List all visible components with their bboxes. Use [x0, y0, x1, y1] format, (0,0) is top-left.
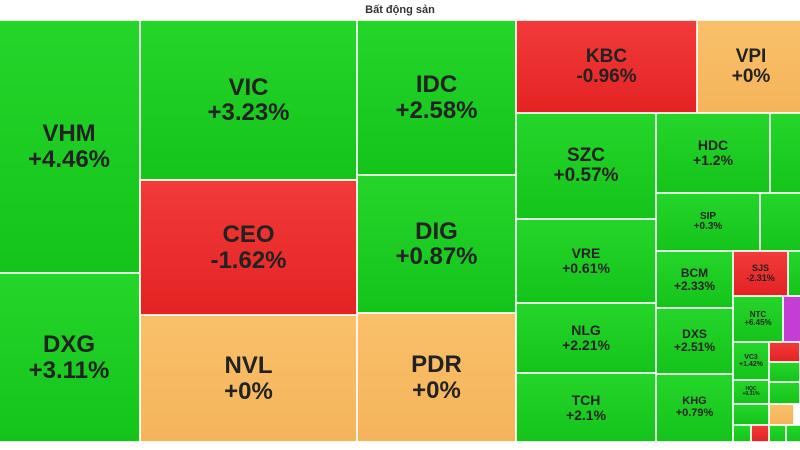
treemap-tile[interactable]	[733, 404, 769, 425]
tile-change: +2.1%	[565, 406, 607, 423]
treemap-tile[interactable]: CEO -1.62%	[140, 180, 357, 315]
treemap-tile[interactable]	[769, 404, 794, 425]
tile-change: -0.96%	[576, 65, 637, 87]
treemap-tile[interactable]: SJS -2.31%	[733, 251, 788, 296]
treemap-tile[interactable]: HDC +1.2%	[656, 113, 770, 193]
treemap-tile[interactable]: SZC +0.57%	[516, 113, 656, 219]
tile-symbol: KHG	[682, 395, 707, 408]
tile-symbol: BCM	[680, 265, 709, 280]
treemap-tile[interactable]: IDC +2.58%	[357, 20, 516, 175]
tile-change: +0.61%	[562, 260, 610, 276]
treemap-tile[interactable]	[769, 425, 786, 442]
treemap-tile[interactable]	[770, 113, 800, 193]
treemap-tile[interactable]: BCM +2.33%	[656, 251, 733, 308]
treemap-tile[interactable]: DXS +2.51%	[656, 308, 733, 374]
tile-change: +3.23%	[207, 99, 290, 126]
tile-change: -2.31%	[746, 272, 775, 283]
tile-change: +2.51%	[673, 340, 716, 354]
treemap-tile[interactable]: DXG +3.11%	[0, 273, 140, 442]
tile-symbol: VIC	[228, 73, 269, 101]
tile-symbol: TCH	[571, 391, 601, 408]
tile-symbol: NLG	[571, 322, 601, 339]
treemap-tile[interactable]: VRE +0.61%	[516, 219, 656, 303]
treemap-tile[interactable]: VIC +3.23%	[140, 20, 357, 180]
treemap-tile[interactable]: DIG +0.87%	[357, 175, 516, 313]
treemap-tile[interactable]: NTC +6.45%	[733, 296, 783, 342]
treemap-tile[interactable]: VC3 +1.42%	[733, 342, 769, 380]
tile-symbol: IDC	[415, 71, 458, 99]
tile-change: +3.11%	[28, 356, 110, 384]
tile-symbol: NVL	[224, 352, 273, 380]
treemap-tile[interactable]	[769, 362, 800, 382]
treemap-tile[interactable]	[788, 251, 800, 296]
tile-change: -1.62%	[210, 246, 287, 274]
tile-change: +2.21%	[562, 337, 610, 353]
tile-change: +0.31%	[742, 391, 760, 397]
treemap-tile[interactable]: VPI +0%	[697, 20, 800, 113]
treemap-tile[interactable]	[733, 425, 751, 442]
treemap-tile[interactable]: NLG +2.21%	[516, 303, 656, 373]
tile-symbol: VC3	[744, 353, 758, 361]
treemap-tile[interactable]	[760, 193, 800, 251]
tile-change: +4.46%	[27, 145, 111, 173]
treemap-tile[interactable]: NVL +0%	[140, 315, 357, 442]
tile-symbol: DIG	[415, 217, 458, 245]
treemap-tile[interactable]	[769, 382, 800, 404]
tile-symbol: KBC	[585, 45, 628, 67]
tile-symbol: VRE	[571, 245, 601, 262]
tile-change: +0.3%	[693, 221, 723, 232]
treemap-tile[interactable]: KBC -0.96%	[516, 20, 697, 113]
page-title: Bất động sản	[365, 4, 435, 16]
tile-symbol: HQC	[745, 385, 757, 392]
tile-change: +2.33%	[673, 278, 716, 293]
tile-change: +6.45%	[744, 318, 772, 327]
tile-symbol: DXG	[42, 331, 95, 359]
tile-symbol: SZC	[567, 145, 605, 167]
tile-symbol: VPI	[735, 45, 767, 67]
tile-change: +0.87%	[395, 243, 478, 270]
tile-change: +0%	[412, 376, 461, 404]
treemap-tile[interactable]: PDR +0%	[357, 313, 516, 442]
treemap-tile[interactable]: HQC +0.31%	[733, 380, 769, 404]
tile-symbol: CEO	[222, 221, 275, 249]
treemap-tile[interactable]: TCH +2.1%	[516, 373, 656, 442]
treemap-tile[interactable]	[751, 425, 769, 442]
tile-change: +0%	[731, 65, 771, 87]
tile-change: +0.79%	[675, 407, 714, 419]
tile-symbol: PDR	[411, 351, 462, 379]
treemap-tile[interactable]	[783, 296, 800, 342]
tile-change: +2.58%	[395, 96, 478, 124]
tile-symbol: HDC	[697, 137, 729, 154]
treemap-tile[interactable]: SIP +0.3%	[656, 193, 760, 251]
treemap-tile[interactable]: VHM +4.46%	[0, 20, 140, 273]
tile-change: +1.2%	[692, 152, 734, 168]
tile-change: +1.42%	[739, 361, 763, 368]
tile-symbol: SIP	[699, 210, 717, 222]
tile-symbol: NTC	[749, 309, 767, 319]
tile-symbol: DXS	[682, 327, 707, 342]
bottom-strip	[0, 442, 800, 450]
treemap-tile[interactable]	[786, 425, 800, 442]
tile-change: +0.57%	[553, 165, 619, 186]
tile-symbol: VHM	[42, 120, 96, 148]
treemap-tile[interactable]	[769, 342, 800, 362]
treemap: VHM +4.46% DXG +3.11% VIC +3.23% CEO -1.62% NVL +…	[0, 20, 800, 442]
tile-symbol: SJS	[751, 263, 769, 274]
tile-change: +0%	[224, 377, 273, 405]
treemap-tile[interactable]: KHG +0.79%	[656, 374, 733, 442]
